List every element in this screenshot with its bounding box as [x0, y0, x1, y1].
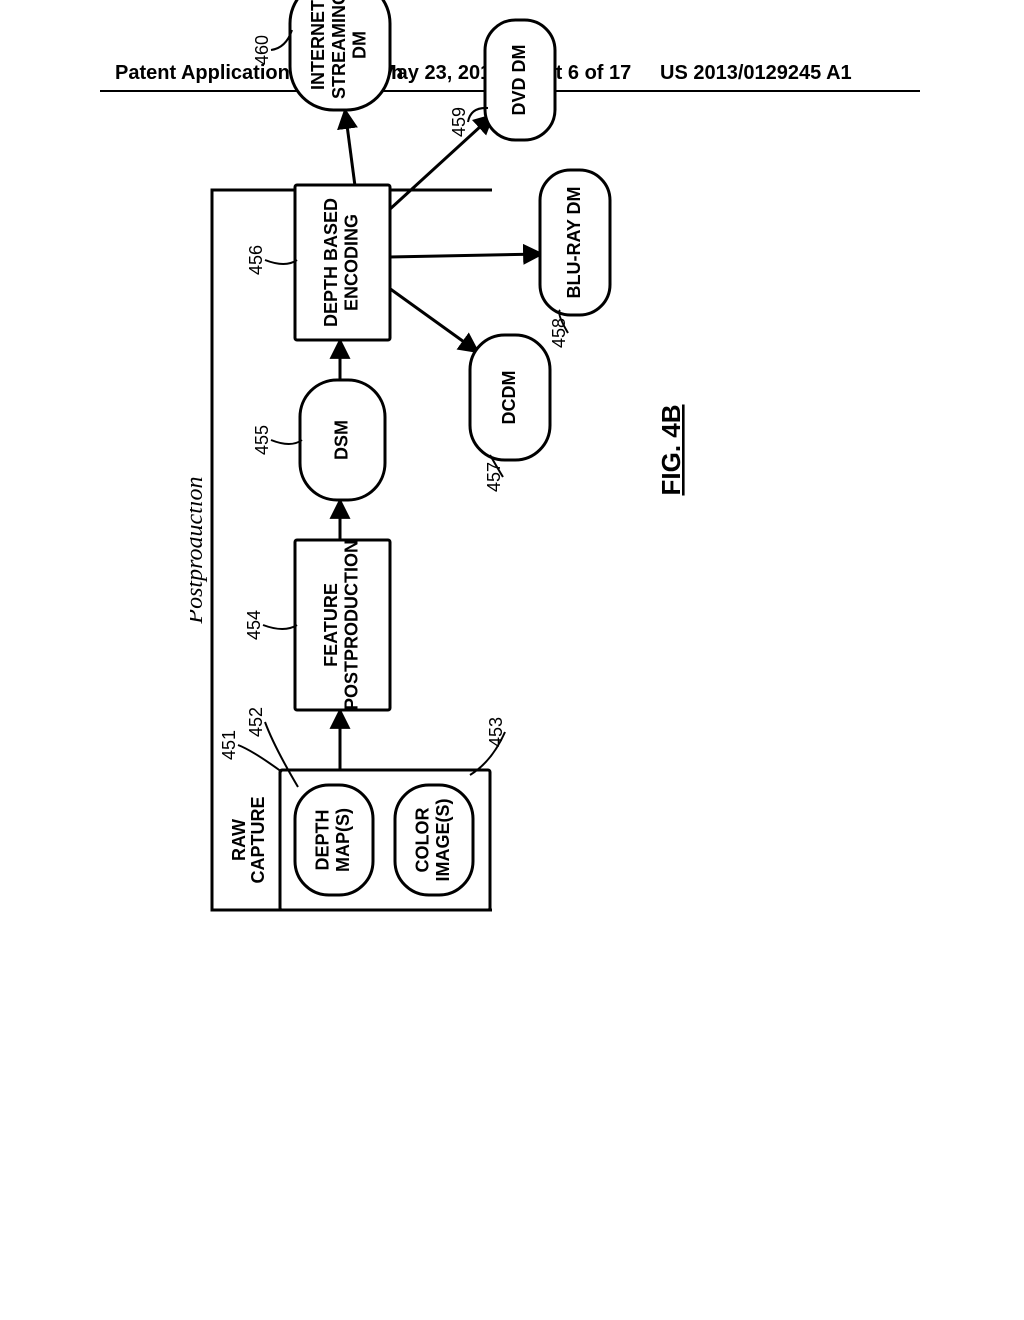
node-dvd-label: DVD DM — [509, 45, 529, 116]
node-bluray-label: BLU-RAY DM — [564, 186, 584, 298]
ref-459: 459 — [449, 107, 469, 137]
ref-454: 454 — [244, 610, 264, 640]
postproduction-title: Postproduction — [190, 476, 208, 624]
ref-455: 455 — [252, 425, 272, 455]
node-depth_enc-label: DEPTH BASED — [321, 198, 341, 327]
node-dcdm-label: DCDM — [499, 371, 519, 425]
ref-453: 453 — [486, 717, 506, 747]
node-depth_maps-label: MAP(S) — [333, 808, 353, 872]
node-depth_maps-label: DEPTH — [312, 809, 332, 870]
node-feature_pp-label: FEATURE — [321, 583, 341, 667]
node-raw_capture_group-label-above: RAW — [229, 819, 249, 861]
nodes: RAWCAPTURE DEPTHMAP(S) COLORIMAGE(S) FEATUR… — [229, 0, 610, 910]
node-internet-label: INTERNET — [308, 0, 328, 90]
node-internet-label: DM — [349, 31, 369, 59]
node-internet-label: STREAMING — [329, 0, 349, 99]
ref-452: 452 — [246, 707, 266, 737]
node-depth_enc-label: ENCODING — [342, 214, 362, 311]
page: Patent Application Publication May 23, 2… — [0, 0, 1024, 1320]
ref-451: 451 — [219, 730, 239, 760]
ref-456: 456 — [246, 245, 266, 275]
ref-457: 457 — [484, 462, 504, 492]
ref-458: 458 — [549, 318, 569, 348]
node-color_images-label: COLOR — [412, 808, 432, 873]
ref-460: 460 — [252, 35, 272, 65]
node-dsm-label: DSM — [331, 420, 351, 460]
diagram-rotated: Postproduction RAWCAPTURE DEPTHMAP(S) COLOR… — [190, 0, 710, 950]
node-color_images-label: IMAGE(S) — [433, 798, 453, 881]
figure-svg: Postproduction RAWCAPTURE DEPTHMAP(S) COLOR… — [190, 0, 710, 950]
node-raw_capture_group-label-above: CAPTURE — [248, 796, 268, 883]
node-feature_pp-label: POSTPRODUCTION — [342, 540, 362, 710]
figure-caption: FIG. 4B — [656, 404, 686, 495]
